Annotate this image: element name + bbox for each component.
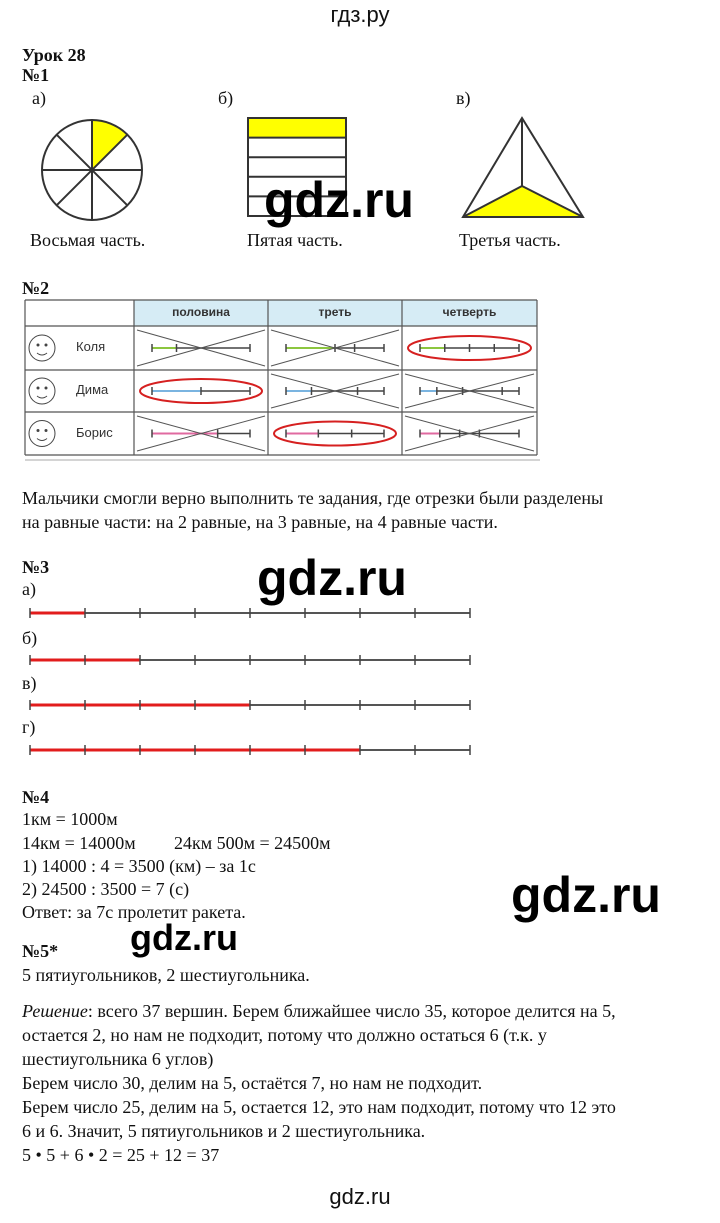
task4-line: 1) 14000 : 4 = 3500 (км) – за 1с bbox=[22, 856, 256, 876]
shaded-triangle bbox=[463, 186, 583, 217]
task5-solution-line: 5 • 5 + 6 • 2 = 25 + 12 = 37 bbox=[22, 1145, 220, 1165]
shaded-strip bbox=[248, 118, 346, 138]
task4-line: 2) 24500 : 3500 = 7 (с) bbox=[22, 879, 190, 899]
lesson-title: Урок 28 bbox=[22, 45, 86, 65]
triangle-divider bbox=[521, 185, 584, 218]
cross-mark bbox=[270, 329, 400, 367]
task5-solution-line: Решение: всего 37 вершин. Берем ближайше… bbox=[22, 1001, 616, 1021]
circle-divider bbox=[55, 133, 129, 207]
task5-title: №5* bbox=[22, 941, 59, 961]
task1-caption-c: Третья часть. bbox=[459, 230, 561, 250]
cross-mark bbox=[404, 415, 535, 452]
shaded-sector bbox=[92, 120, 128, 170]
task4-line: 14км = 14000м bbox=[22, 833, 136, 853]
face-eye bbox=[44, 429, 48, 432]
task3-label-d: г) bbox=[22, 717, 36, 737]
face-mouth bbox=[36, 395, 48, 399]
student-name: Борис bbox=[76, 424, 113, 440]
task2-title: №2 bbox=[22, 278, 50, 298]
task5-solution-line: Берем число 30, делим на 5, остаётся 7, … bbox=[22, 1073, 483, 1093]
task2-answer-line: на равные части: на 2 равные, на 3 равны… bbox=[22, 512, 498, 532]
correct-circle-mark bbox=[273, 420, 397, 447]
task5-solution-line: остается 2, но нам не подходит, потому ч… bbox=[22, 1025, 547, 1045]
watermark: gdz.ru bbox=[264, 172, 414, 228]
task1-title: №1 bbox=[22, 65, 50, 85]
student-face-icon bbox=[28, 334, 56, 362]
task1-label-a: а) bbox=[32, 88, 46, 108]
watermark: gdz.ru bbox=[511, 867, 661, 923]
student-face-icon bbox=[28, 377, 56, 405]
solution-label: Решение bbox=[22, 1001, 88, 1021]
task4-line: Ответ: за 7с пролетит ракета. bbox=[22, 902, 246, 922]
task4-line: 1км = 1000м bbox=[22, 809, 118, 829]
site-header: гдз.ру bbox=[330, 2, 390, 27]
face-eye bbox=[36, 343, 40, 347]
correct-circle-mark bbox=[139, 378, 263, 404]
table-header-bg bbox=[134, 300, 537, 326]
student-face-icon bbox=[28, 420, 56, 447]
watermark: gdz.ru bbox=[130, 917, 238, 958]
triangle-shape bbox=[461, 116, 585, 218]
face-eye bbox=[44, 386, 48, 390]
task3-label-a: а) bbox=[22, 579, 36, 599]
site-footer: gdz.ru bbox=[329, 1184, 391, 1209]
task5-solution-line: 6 и 6. Значит, 5 пятиугольников и 2 шест… bbox=[22, 1121, 426, 1141]
face-mouth bbox=[36, 438, 48, 441]
cross-mark bbox=[270, 373, 400, 409]
task3-label-b: б) bbox=[22, 628, 38, 648]
task1-caption-a: Восьмая часть. bbox=[30, 230, 146, 250]
face-eye bbox=[36, 429, 40, 432]
student-name: Коля bbox=[76, 339, 106, 354]
cross-mark bbox=[136, 415, 266, 452]
task3-label-c: в) bbox=[22, 673, 37, 693]
student-name: Дима bbox=[76, 382, 109, 397]
task1-caption-b: Пятая часть. bbox=[247, 230, 343, 250]
cross-mark bbox=[404, 373, 535, 409]
table-column-header: четверть bbox=[442, 305, 497, 319]
correct-circle-mark bbox=[407, 335, 532, 361]
face-mouth bbox=[36, 352, 48, 356]
task1-label-b: б) bbox=[218, 88, 234, 108]
task1-label-c: в) bbox=[456, 88, 471, 108]
triangle-divider bbox=[462, 185, 523, 218]
cross-mark bbox=[136, 329, 266, 367]
task4-line: 24км 500м = 24500м bbox=[174, 833, 331, 853]
task5-solution-line: шестиугольника 6 углов) bbox=[22, 1049, 214, 1069]
task4-title: №4 bbox=[22, 787, 50, 807]
task5-answer: 5 пятиугольников, 2 шестиугольника. bbox=[22, 965, 310, 985]
task3-title: №3 bbox=[22, 557, 50, 577]
face-eye bbox=[44, 343, 48, 347]
watermark: gdz.ru bbox=[257, 550, 407, 606]
task5-solution-line: Берем число 25, делим на 5, остается 12,… bbox=[22, 1097, 616, 1117]
table-column-header: треть bbox=[318, 305, 352, 319]
rectangle-shape bbox=[247, 117, 347, 217]
task2-answer-line: Мальчики смогли верно выполнить те задан… bbox=[22, 488, 604, 508]
table-column-header: половина bbox=[172, 305, 230, 319]
face-eye bbox=[36, 386, 40, 390]
